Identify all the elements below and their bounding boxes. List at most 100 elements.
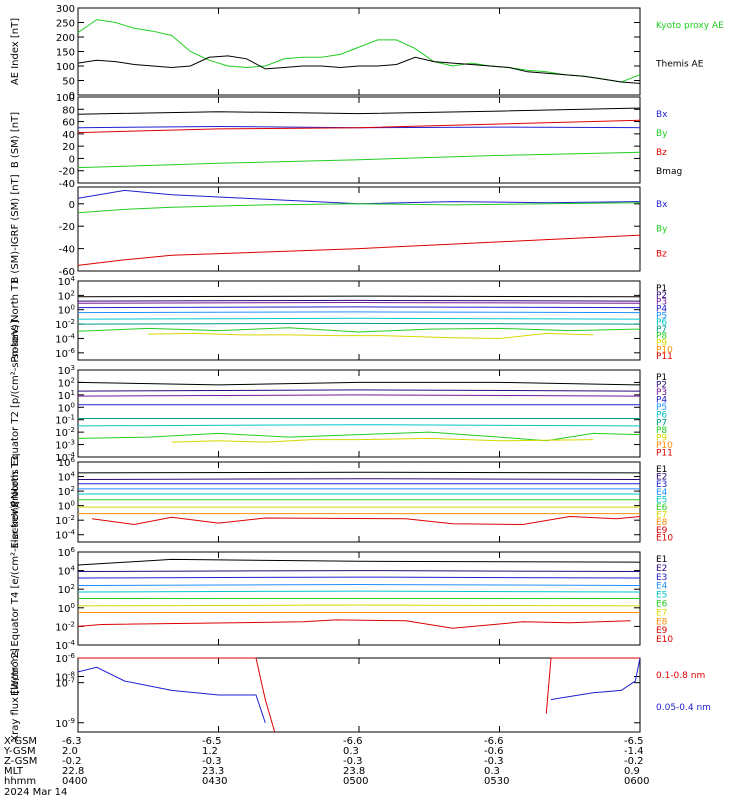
panel-frame [77,657,641,733]
legend-entry: P10 [656,441,673,451]
ytick-label: -40 [59,245,75,256]
legend-entry: Bx [656,110,668,120]
series-line-e7 [77,604,641,607]
series-line-p2 [77,389,641,392]
ytick-label: 104 [58,565,76,578]
series-line-p9 [148,332,594,340]
legend-entry: By [656,225,668,235]
ytick-label: 200 [56,33,75,44]
series-line-by [77,151,641,169]
ytick-label: 10-4 [55,332,75,345]
y-axis-label: Protons North T1 [10,278,21,362]
legend-entry: P11 [656,448,673,458]
series-line-p8 [77,327,641,333]
ephemeris-value: -6.3 [62,736,82,747]
ephemeris-value: 2.0 [62,746,78,757]
series-line-e2 [77,570,641,572]
y-axis-label: Electrons Equator T4 [e/(cm²-s-sr-keV)] [10,501,21,696]
ytick-label: 100 [58,500,75,513]
legend-entry: Bmag [656,167,682,177]
ytick-label: 20 [62,142,75,153]
legend-entry: P3 [656,298,667,308]
ytick-label: 0 [69,200,75,211]
ytick-label: 102 [58,583,75,596]
series-line-p2 [77,299,641,302]
series-line-p9 [171,437,594,443]
legend-entry: Kyoto proxy AE [656,21,724,31]
ephemeris-row-label: hhmm [4,776,36,787]
ytick-label: 102 [58,376,75,389]
y-axis-label: AE Index [nT] [10,18,21,85]
ytick-label: 10-1 [55,414,75,427]
legend-entry: E8 [656,617,668,627]
legend-entry: E5 [656,591,667,601]
series-line-0-05-0-4-nm [550,657,641,701]
panel-1: 0 50 100 150 200 250 300 AE Index [nT] Kyoto pro… [10,4,724,102]
legend-entry: P1 [656,284,667,294]
legend-entry: P2 [656,291,667,301]
ytick-label: 10-3 [55,439,75,452]
ephemeris-value: -6.6 [343,736,363,747]
legend-entry: 0.1-0.8 nm [656,671,705,681]
ephemeris-row-label: MLT [4,766,24,777]
ephemeris-value: 1.2 [202,746,218,757]
legend-entry: E3 [656,480,667,490]
ytick-label: 10-9 [55,717,75,730]
ephemeris-value: -0.3 [343,756,363,767]
legend-entry: 0.05-0.4 nm [656,703,711,713]
legend-entry: E7 [656,511,667,521]
ephemeris-value: 0400 [62,776,87,787]
ephemeris-value: 0530 [484,776,509,787]
series-line-bz [77,234,641,266]
series-line-e1 [77,558,641,566]
legend-entry: E4 [656,488,668,498]
series-line-bz [77,119,641,134]
ytick-label: 40 [62,130,75,141]
legend-entry: By [656,129,668,139]
series-line-p3 [77,394,641,397]
series-line-e1 [77,471,641,474]
series-line-kyoto-proxy-ae [77,19,641,83]
series-line-by [77,202,641,214]
ytick-label: 100 [58,304,75,317]
ephemeris-value: 22.8 [62,766,84,777]
series-line-bmag [77,107,641,115]
legend-entry: E10 [656,635,673,645]
series-line-p6 [77,317,641,320]
ytick-label: 60 [62,118,75,129]
legend-entry: P9 [656,339,667,349]
legend-entry: Bx [656,200,668,210]
legend-entry: E7 [656,608,667,618]
ytick-label: 102 [58,289,75,302]
series-line-p7 [77,322,641,325]
ytick-label: 100 [56,62,75,73]
y-axis-label: B (SM) [nT] [10,112,21,168]
ytick-label: 0 [69,154,75,165]
ytick-label: 100 [58,602,75,615]
ytick-label: 101 [58,389,75,402]
ephemeris-row-label: Z-GSM [4,756,37,767]
legend-entry: E3 [656,573,667,583]
series-line-p7 [77,424,641,427]
ytick-label: 80 [62,105,75,116]
ytick-label: 106 [58,456,76,469]
legend-entry: P8 [656,332,667,342]
ephemeris-value: 0.9 [624,766,640,777]
ephemeris-value: 0.3 [484,766,500,777]
series-line-bx [77,189,641,205]
series-line-p5 [77,311,641,314]
legend-entry: E8 [656,518,668,528]
y-axis-label: Xray flux [W/m^2] [10,648,21,742]
legend-entry: P7 [656,325,667,335]
date-label: 2024 Mar 14 [4,787,67,798]
legend-entry: E1 [656,465,667,475]
ytick-label: 50 [62,77,75,88]
ephemeris-row-label: Y-GSM [3,746,36,757]
legend-entry: E10 [656,533,673,543]
series-line-e2 [77,478,641,480]
ytick-label: 10-6 [55,347,75,360]
panel-3: -60 -40 -20 0 B (SM)-IGRF (SM) [nT] Bx By Bz [10,174,668,283]
